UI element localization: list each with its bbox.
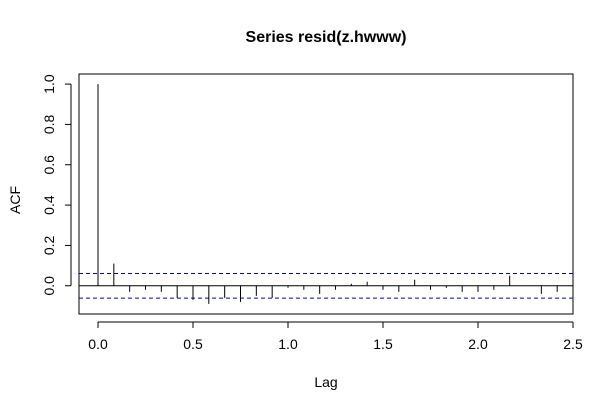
plot-frame	[78, 73, 574, 315]
y-tick-label: 1.0	[41, 74, 57, 94]
x-axis-label: Lag	[314, 374, 337, 390]
y-tick-label: 0.4	[41, 195, 57, 215]
y-tick-label: 0.8	[41, 114, 57, 134]
y-axis-label: ACF	[7, 186, 23, 214]
x-tick-label: 2.0	[468, 336, 488, 352]
x-tick-label: 1.5	[373, 336, 393, 352]
y-axis: 0.0 0.2 0.4 0.6 0.8 1.0	[41, 74, 72, 296]
x-tick-label: 0.5	[183, 336, 203, 352]
y-tick-label: 0.2	[41, 235, 57, 255]
x-tick-label: 0.0	[88, 336, 108, 352]
y-tick-label: 0.0	[41, 276, 57, 296]
x-axis: 0.0 0.5 1.0 1.5 2.0 2.5	[88, 321, 583, 352]
acf-bars	[97, 84, 558, 304]
x-tick-label: 1.0	[278, 336, 298, 352]
y-tick-label: 0.6	[41, 155, 57, 175]
confidence-bounds	[79, 272, 573, 299]
chart-title: Series resid(z.hwww)	[246, 29, 407, 46]
x-tick-label: 2.5	[563, 336, 583, 352]
